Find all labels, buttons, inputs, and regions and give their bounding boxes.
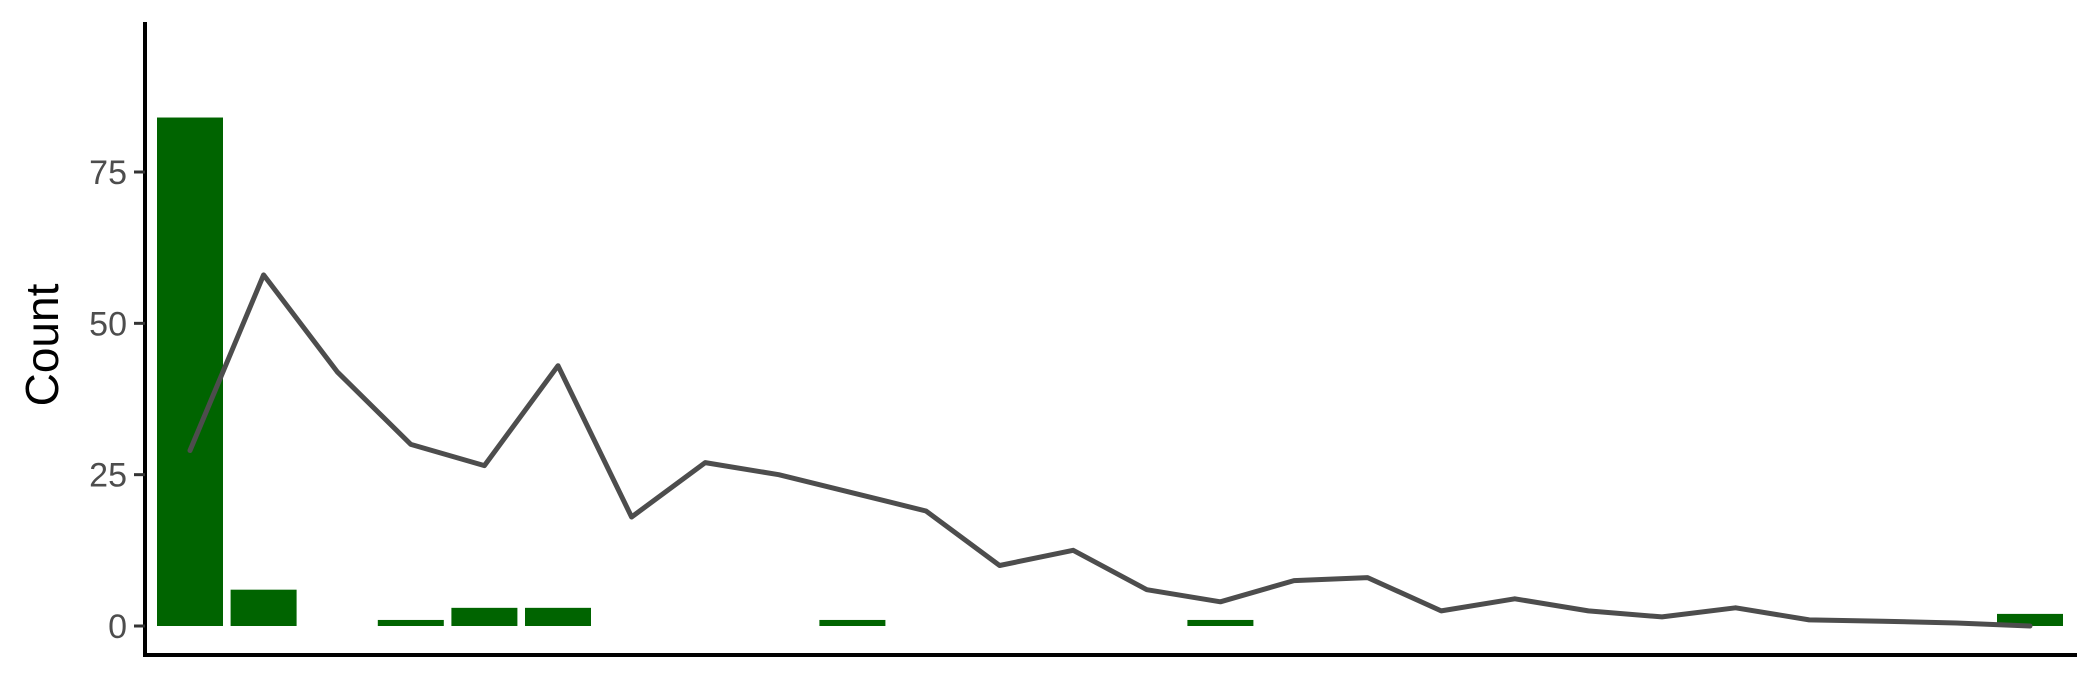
bar	[1187, 619, 1254, 626]
y-tick-label: 50	[89, 305, 127, 343]
bars-layer	[157, 117, 2063, 627]
y-axis-title: Count	[16, 283, 68, 406]
bar	[525, 607, 591, 626]
y-tick-label: 25	[89, 457, 127, 495]
line-layer	[187, 272, 2033, 629]
bar	[230, 589, 297, 626]
y-tick-label: 75	[89, 154, 127, 192]
axes-layer: 0 25 50 75	[89, 22, 2077, 657]
y-tick-label: 0	[108, 608, 127, 646]
bar	[819, 619, 886, 626]
bar	[157, 117, 223, 627]
bar	[377, 619, 444, 626]
bar	[451, 607, 518, 626]
series-line	[187, 272, 2033, 629]
